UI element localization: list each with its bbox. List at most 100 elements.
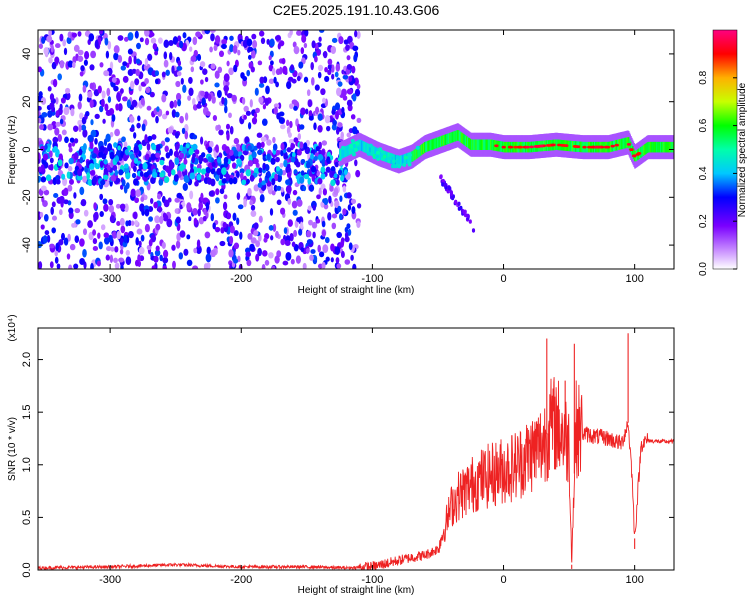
- spectrogram-x-tick-label: -200: [230, 273, 252, 285]
- track-core: [369, 144, 372, 156]
- track-core: [429, 140, 432, 151]
- noise-blob: [247, 46, 254, 52]
- track-core: [467, 137, 469, 148]
- noise-blob: [40, 97, 47, 105]
- noise-blob: [210, 33, 215, 42]
- track-core: [365, 142, 368, 154]
- noise-blob: [163, 51, 168, 60]
- noise-blob: [171, 109, 177, 118]
- noise-blob: [163, 39, 170, 49]
- noise-blob: [202, 215, 207, 222]
- noise-blob: [336, 231, 342, 239]
- noise-blob: [325, 256, 330, 262]
- band-blob: [99, 160, 104, 168]
- noise-blob: [141, 123, 146, 132]
- noise-blob: [291, 78, 297, 84]
- noise-blob: [351, 65, 356, 74]
- noise-blob: [206, 246, 211, 255]
- noise-blob: [278, 116, 285, 124]
- noise-blob: [99, 62, 104, 68]
- band-blob: [335, 179, 340, 186]
- noise-blob: [162, 212, 167, 219]
- noise-blob: [155, 115, 159, 124]
- noise-blob: [226, 212, 232, 220]
- band-blob: [261, 180, 266, 186]
- noise-blob: [177, 99, 182, 107]
- noise-blob: [134, 197, 140, 204]
- band-blob: [131, 172, 137, 179]
- noise-blob: [331, 213, 338, 219]
- secondary-blob: [466, 213, 470, 218]
- track-core: [475, 139, 478, 150]
- noise-blob: [119, 217, 125, 226]
- track-core: [437, 137, 440, 148]
- track-core: [478, 139, 481, 150]
- noise-blob: [41, 36, 46, 44]
- noise-blob: [233, 64, 238, 73]
- noise-blob: [122, 96, 128, 102]
- band-blob: [340, 175, 345, 182]
- band-blob: [211, 161, 216, 167]
- track-core: [663, 141, 666, 153]
- noise-blob: [198, 217, 205, 225]
- noise-blob: [125, 249, 130, 256]
- band-blob: [55, 179, 61, 185]
- snr-x-tick-label: -100: [361, 574, 383, 586]
- noise-blob: [290, 258, 295, 265]
- noise-blob: [299, 124, 305, 130]
- noise-blob: [350, 254, 354, 261]
- noise-blob: [314, 106, 320, 115]
- noise-blob: [49, 102, 55, 110]
- noise-blob: [153, 201, 158, 209]
- noise-blob: [258, 82, 265, 88]
- track-core: [462, 134, 465, 145]
- noise-blob: [73, 125, 79, 132]
- band-blob: [262, 162, 267, 171]
- noise-blob: [113, 85, 119, 92]
- secondary-blob: [449, 191, 454, 196]
- track-peak: [614, 143, 619, 147]
- track-core: [626, 137, 629, 148]
- noise-blob: [55, 121, 61, 127]
- track-core: [660, 141, 662, 153]
- noise-blob: [114, 246, 119, 253]
- noise-blob: [228, 67, 234, 76]
- figure-title: C2E5.2025.191.10.43.G06: [273, 2, 440, 18]
- band-blob: [257, 149, 263, 156]
- band-blob: [179, 152, 185, 159]
- noise-blob: [161, 241, 166, 249]
- noise-blob: [180, 77, 184, 85]
- noise-blob: [64, 136, 69, 144]
- noise-blob: [257, 60, 263, 66]
- noise-blob: [159, 254, 163, 262]
- noise-blob: [298, 228, 303, 236]
- noise-blob: [321, 97, 326, 104]
- noise-blob: [74, 208, 81, 214]
- noise-blob: [215, 188, 220, 196]
- noise-blob: [336, 263, 342, 269]
- noise-blob: [330, 45, 337, 55]
- noise-blob: [215, 197, 220, 204]
- noise-blob: [236, 217, 240, 225]
- noise-blob: [87, 134, 94, 142]
- noise-blob: [54, 249, 58, 257]
- track-core: [439, 136, 442, 147]
- noise-blob: [196, 53, 202, 62]
- noise-blob: [295, 255, 301, 264]
- noise-blob: [246, 38, 253, 47]
- band-blob: [185, 143, 190, 149]
- track-core: [469, 138, 471, 150]
- noise-blob: [110, 246, 115, 252]
- band-blob: [247, 159, 254, 167]
- noise-blob: [253, 222, 259, 230]
- track-peak: [572, 145, 578, 148]
- noise-blob: [345, 44, 350, 52]
- noise-blob: [251, 117, 258, 125]
- noise-blob: [41, 111, 48, 118]
- band-blob: [253, 158, 259, 165]
- track-core: [488, 139, 490, 150]
- noise-blob: [273, 76, 277, 84]
- noise-blob: [80, 65, 85, 72]
- noise-blob: [71, 222, 77, 228]
- noise-blob: [337, 122, 343, 128]
